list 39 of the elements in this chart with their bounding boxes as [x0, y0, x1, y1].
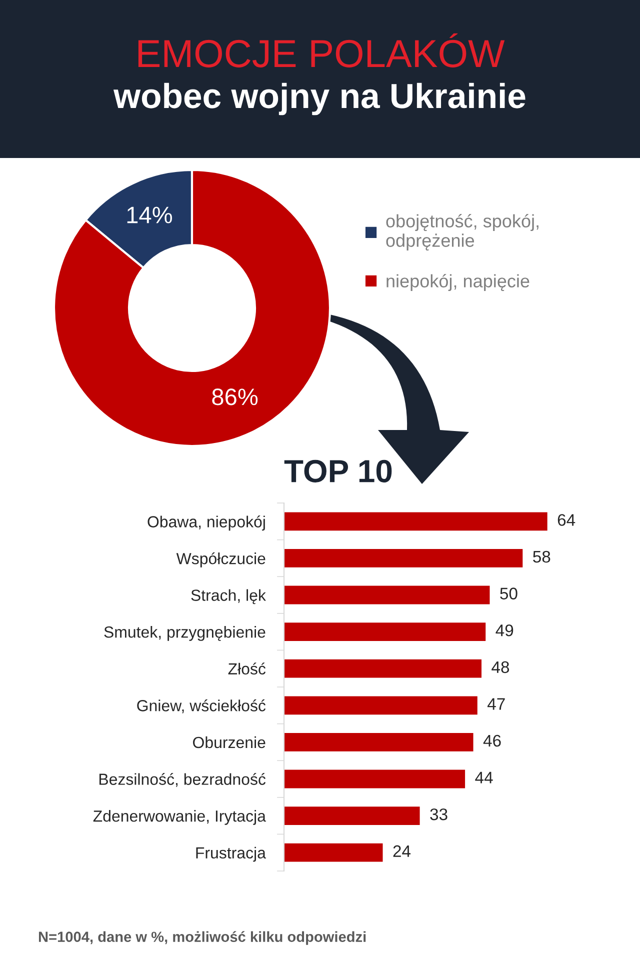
- data-label: 44: [475, 772, 493, 784]
- chart-title: EMOCJE POLAKÓW: [138, 33, 505, 68]
- y-tick-label: Strach, lęk: [191, 589, 266, 604]
- text: N=1004, dane w %, możliwość kilku odpowiedzi: [38, 931, 366, 945]
- bar: [284, 659, 482, 678]
- data-label: 48: [492, 661, 510, 674]
- bar: [284, 770, 466, 788]
- bar: [284, 512, 548, 531]
- data-label: 14%: [127, 206, 172, 224]
- bar: [284, 586, 490, 604]
- y-tick-label: Współczucie: [176, 552, 266, 568]
- bar: [284, 696, 478, 715]
- bar: [284, 622, 486, 641]
- bar: [284, 733, 474, 752]
- y-tick-label: Oburzenie: [193, 736, 266, 748]
- legend-label: niepokój, napięcie: [386, 274, 530, 292]
- data-label: 58: [533, 550, 550, 563]
- chart-title: TOP 10: [284, 460, 392, 482]
- y-tick-label: Gniew, wściekłość: [137, 699, 266, 714]
- bar: [284, 843, 383, 862]
- chart-subtitle: wobec wojny na Ukrainie: [113, 82, 526, 116]
- y-tick-label: Smutek, przygnębienie: [104, 626, 266, 641]
- bar: [284, 549, 523, 568]
- data-label: 49: [496, 624, 514, 636]
- y-tick-label: Frustracja: [196, 846, 266, 862]
- y-tick-label: Zdenerwowanie, Irytacja: [93, 810, 266, 825]
- y-tick-label: Złość: [228, 662, 266, 675]
- data-label: 33: [430, 808, 448, 820]
- data-label: 64: [558, 514, 576, 526]
- y-tick-label: Bezsilność, bezradność: [99, 773, 266, 787]
- bar: [284, 806, 420, 825]
- data-label: 86%: [212, 388, 258, 406]
- data-label: 46: [483, 734, 501, 747]
- legend-label: obojętność, spokój, odprężenie: [386, 214, 538, 251]
- y-tick-label: Obawa, niepokój: [148, 516, 265, 531]
- data-label: 47: [487, 698, 505, 710]
- data-label: 50: [500, 588, 518, 600]
- donut-slice: [52, 168, 332, 448]
- data-label: 24: [393, 845, 411, 857]
